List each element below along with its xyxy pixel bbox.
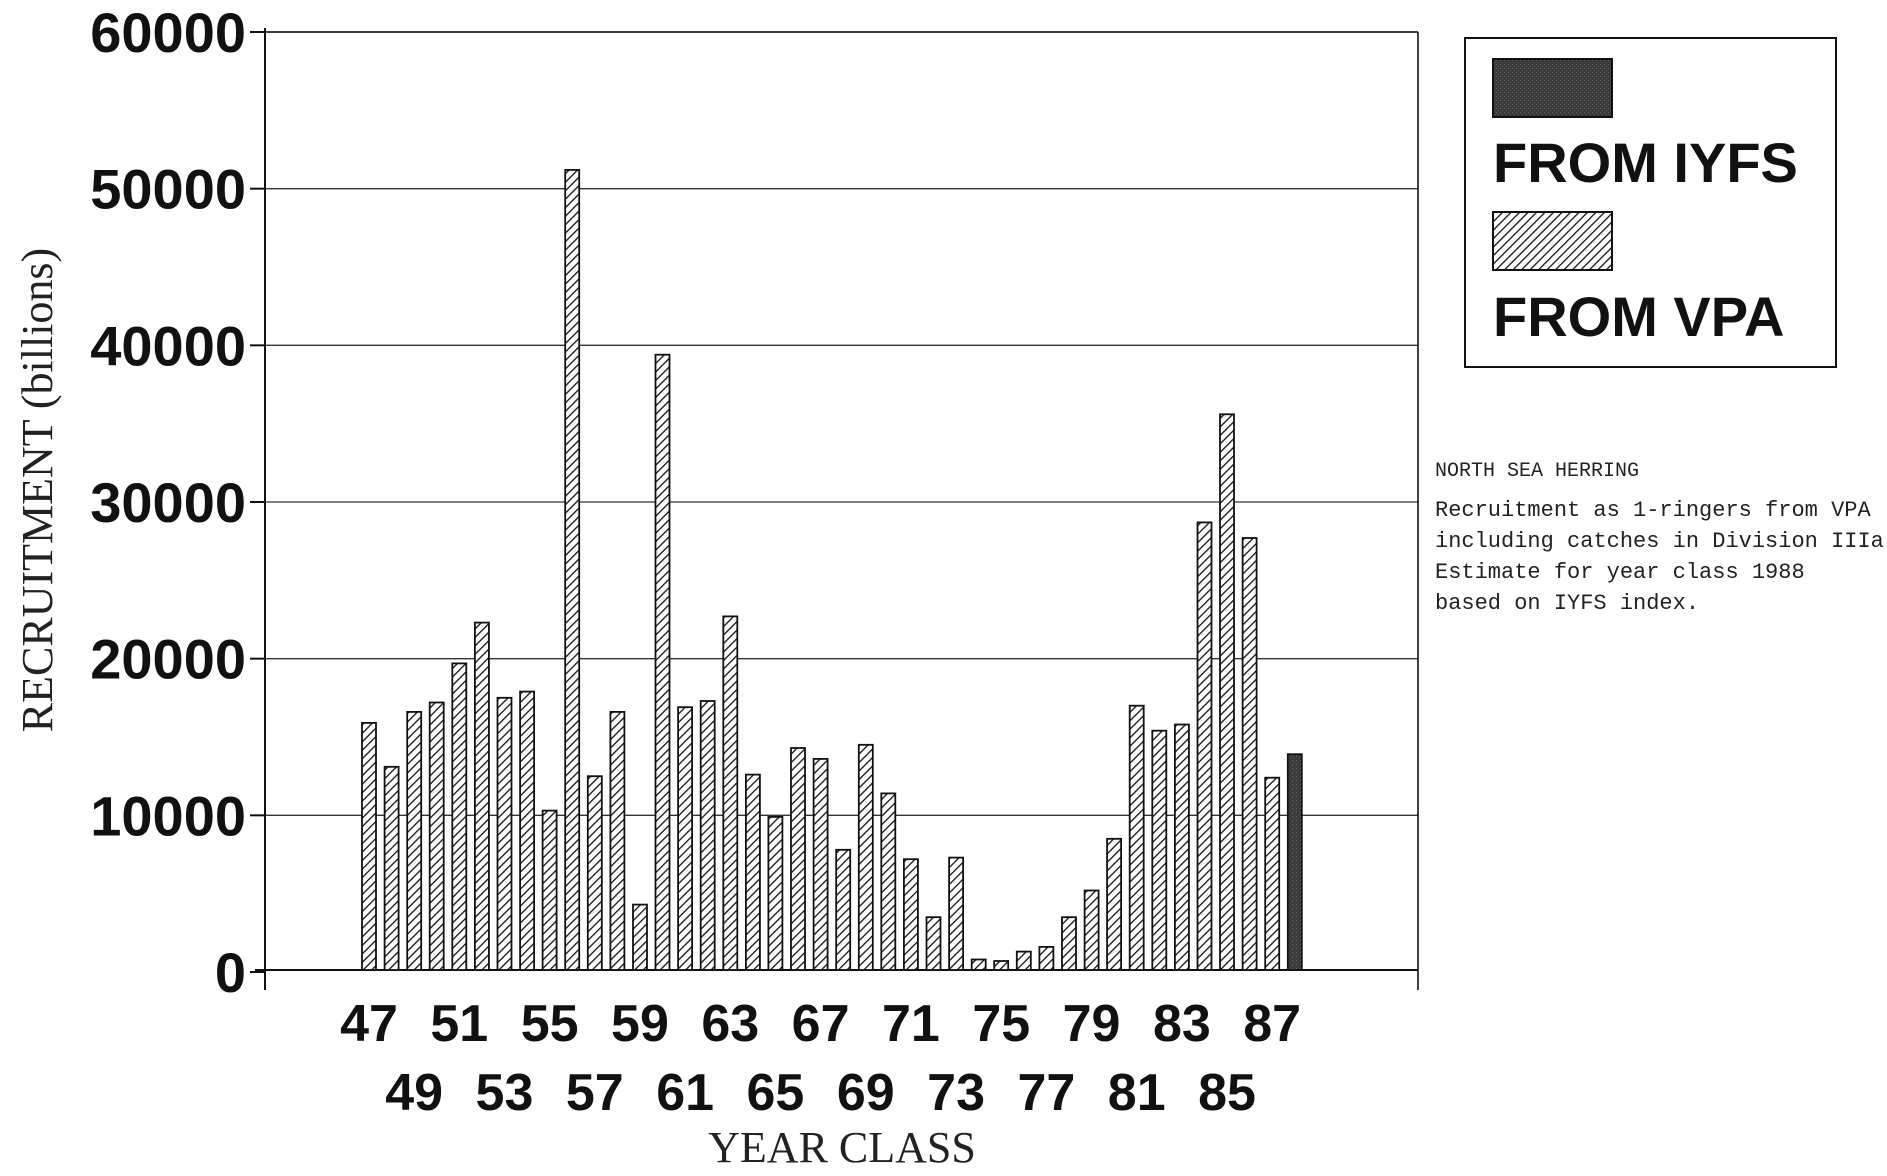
note-line: based on IYFS index. [1435, 591, 1700, 616]
bar-50 [428, 701, 445, 971]
bar-68 [835, 848, 852, 971]
bar-66 [790, 747, 806, 971]
bar-51 [451, 662, 468, 971]
legend-label-vpa: FROM VPA [1493, 285, 1784, 348]
x-tick-label: 83 [1153, 995, 1211, 1053]
x-tick-label: 73 [927, 1064, 985, 1122]
y-tick-labels: 0 10000 20000 30000 40000 50000 60000 [90, 1, 246, 1004]
bar-71 [903, 858, 919, 971]
bar-60 [654, 353, 671, 971]
bar-72 [925, 916, 942, 971]
legend-swatch-iyfs [1492, 58, 1613, 118]
bar-85 [1219, 413, 1235, 971]
y-tick-label: 20000 [90, 628, 246, 691]
bar-73 [948, 856, 964, 971]
bar-64 [745, 773, 761, 971]
bar-83 [1174, 723, 1190, 971]
bar-61 [677, 706, 693, 971]
x-tick-label: 59 [611, 995, 669, 1053]
bar-77 [1038, 946, 1055, 971]
x-tick-label: 49 [385, 1064, 443, 1122]
bar-59 [632, 903, 648, 971]
bar-87 [1264, 776, 1281, 971]
bar-78 [1061, 916, 1077, 971]
bar-56 [564, 168, 581, 971]
note-line: Recruitment as 1-ringers from VPA [1435, 498, 1871, 523]
x-tick-label: 47 [340, 995, 398, 1053]
note-line: Estimate for year class 1988 [1435, 560, 1805, 585]
x-tick-label: 81 [1108, 1064, 1166, 1122]
bar-52 [473, 621, 490, 971]
bar-75 [993, 960, 1010, 971]
bar-54 [519, 690, 535, 971]
y-tick-label: 50000 [90, 158, 246, 221]
y-axis-title: RECRUITMENT (billions) [13, 248, 62, 732]
bar-63 [722, 615, 739, 971]
bar-88 [1286, 753, 1303, 971]
legend-swatch-vpa [1492, 211, 1613, 271]
x-tick-label: 87 [1243, 995, 1301, 1053]
bar-84 [1196, 521, 1213, 971]
bar-80 [1106, 837, 1122, 971]
x-tick-label: 67 [792, 995, 850, 1053]
x-tick-label: 71 [882, 995, 940, 1053]
bar-58 [609, 711, 626, 971]
x-tick-label: 51 [430, 995, 488, 1053]
bar-79 [1083, 889, 1100, 971]
bar-67 [812, 758, 829, 971]
bar-86 [1241, 537, 1258, 971]
y-tick-label: 10000 [90, 784, 246, 847]
bar-69 [857, 743, 874, 971]
bar-81 [1128, 704, 1145, 971]
bar-49 [406, 711, 423, 971]
x-tick-label: 79 [1063, 995, 1121, 1053]
chart-note: NORTH SEA HERRING Recruitment as 1-ringe… [1435, 456, 1887, 619]
y-tick-label: 0 [215, 941, 246, 1004]
x-axis-title: YEAR CLASS [708, 1123, 976, 1172]
bar-55 [541, 809, 558, 971]
y-tick-label: 30000 [90, 471, 246, 534]
x-tick-label: 77 [1017, 1064, 1075, 1122]
bar-76 [1015, 950, 1032, 971]
legend-label-iyfs: FROM IYFS [1493, 131, 1798, 194]
bar-62 [699, 700, 716, 971]
bar-65 [767, 816, 784, 971]
x-tick-label: 55 [521, 995, 579, 1053]
y-tick-label: 60000 [90, 1, 246, 64]
x-tick-label: 63 [701, 995, 759, 1053]
x-tick-label: 85 [1198, 1064, 1256, 1122]
bar-82 [1151, 729, 1168, 971]
bar-70 [880, 792, 897, 971]
x-tick-label: 61 [656, 1064, 714, 1122]
x-tick-label: 69 [837, 1064, 895, 1122]
bar-47 [361, 722, 377, 971]
x-tick-label: 75 [972, 995, 1030, 1053]
bars [361, 168, 1303, 971]
legend: FROM IYFS FROM VPA [1464, 37, 1837, 368]
x-tick-label: 65 [747, 1064, 805, 1122]
bar-74 [970, 958, 987, 971]
bar-57 [586, 775, 603, 971]
note-title: NORTH SEA HERRING [1435, 460, 1640, 483]
bar-48 [383, 765, 400, 971]
x-tick-label: 53 [476, 1064, 534, 1122]
y-tick-label: 40000 [90, 314, 246, 377]
bar-53 [496, 696, 513, 971]
x-tick-label: 57 [566, 1064, 624, 1122]
x-tick-labels: 47 51 55 59 63 67 71 75 79 83 87 49 53 57 61 65 69 73 77 81… [340, 995, 1301, 1122]
note-line: including catches in Division IIIa. [1435, 529, 1887, 554]
